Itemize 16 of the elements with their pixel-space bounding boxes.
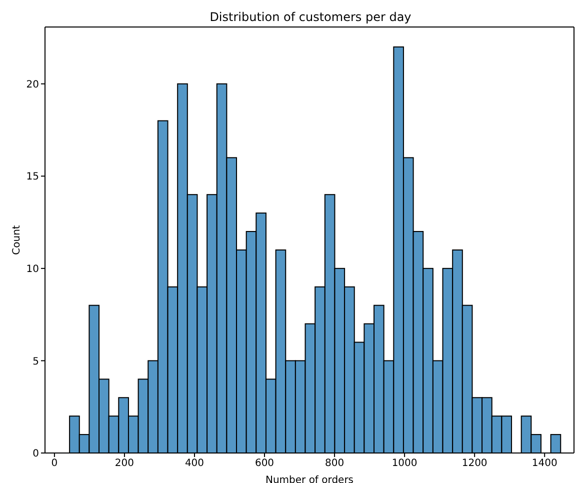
y-tick-label: 5 <box>32 356 39 368</box>
y-tick-label: 10 <box>26 264 39 275</box>
y-axis-title: Count <box>12 225 23 255</box>
x-axis-title: Number of orders <box>265 475 354 483</box>
x-tick-label: 600 <box>254 458 274 470</box>
y-tick-label: 0 <box>32 448 39 460</box>
x-tick-label: 400 <box>184 458 204 470</box>
x-tick-label: 800 <box>324 458 344 470</box>
y-tick-label: 20 <box>26 79 39 90</box>
x-tick-label: 1000 <box>392 458 418 470</box>
x-tick-label: 1200 <box>462 458 488 470</box>
chart-title: Distribution of customers per day <box>208 10 412 24</box>
y-tick-label: 15 <box>26 172 39 183</box>
x-tick-label: 200 <box>114 458 134 470</box>
x-tick-label: 1400 <box>532 458 558 470</box>
x-tick-label: 0 <box>51 458 58 470</box>
